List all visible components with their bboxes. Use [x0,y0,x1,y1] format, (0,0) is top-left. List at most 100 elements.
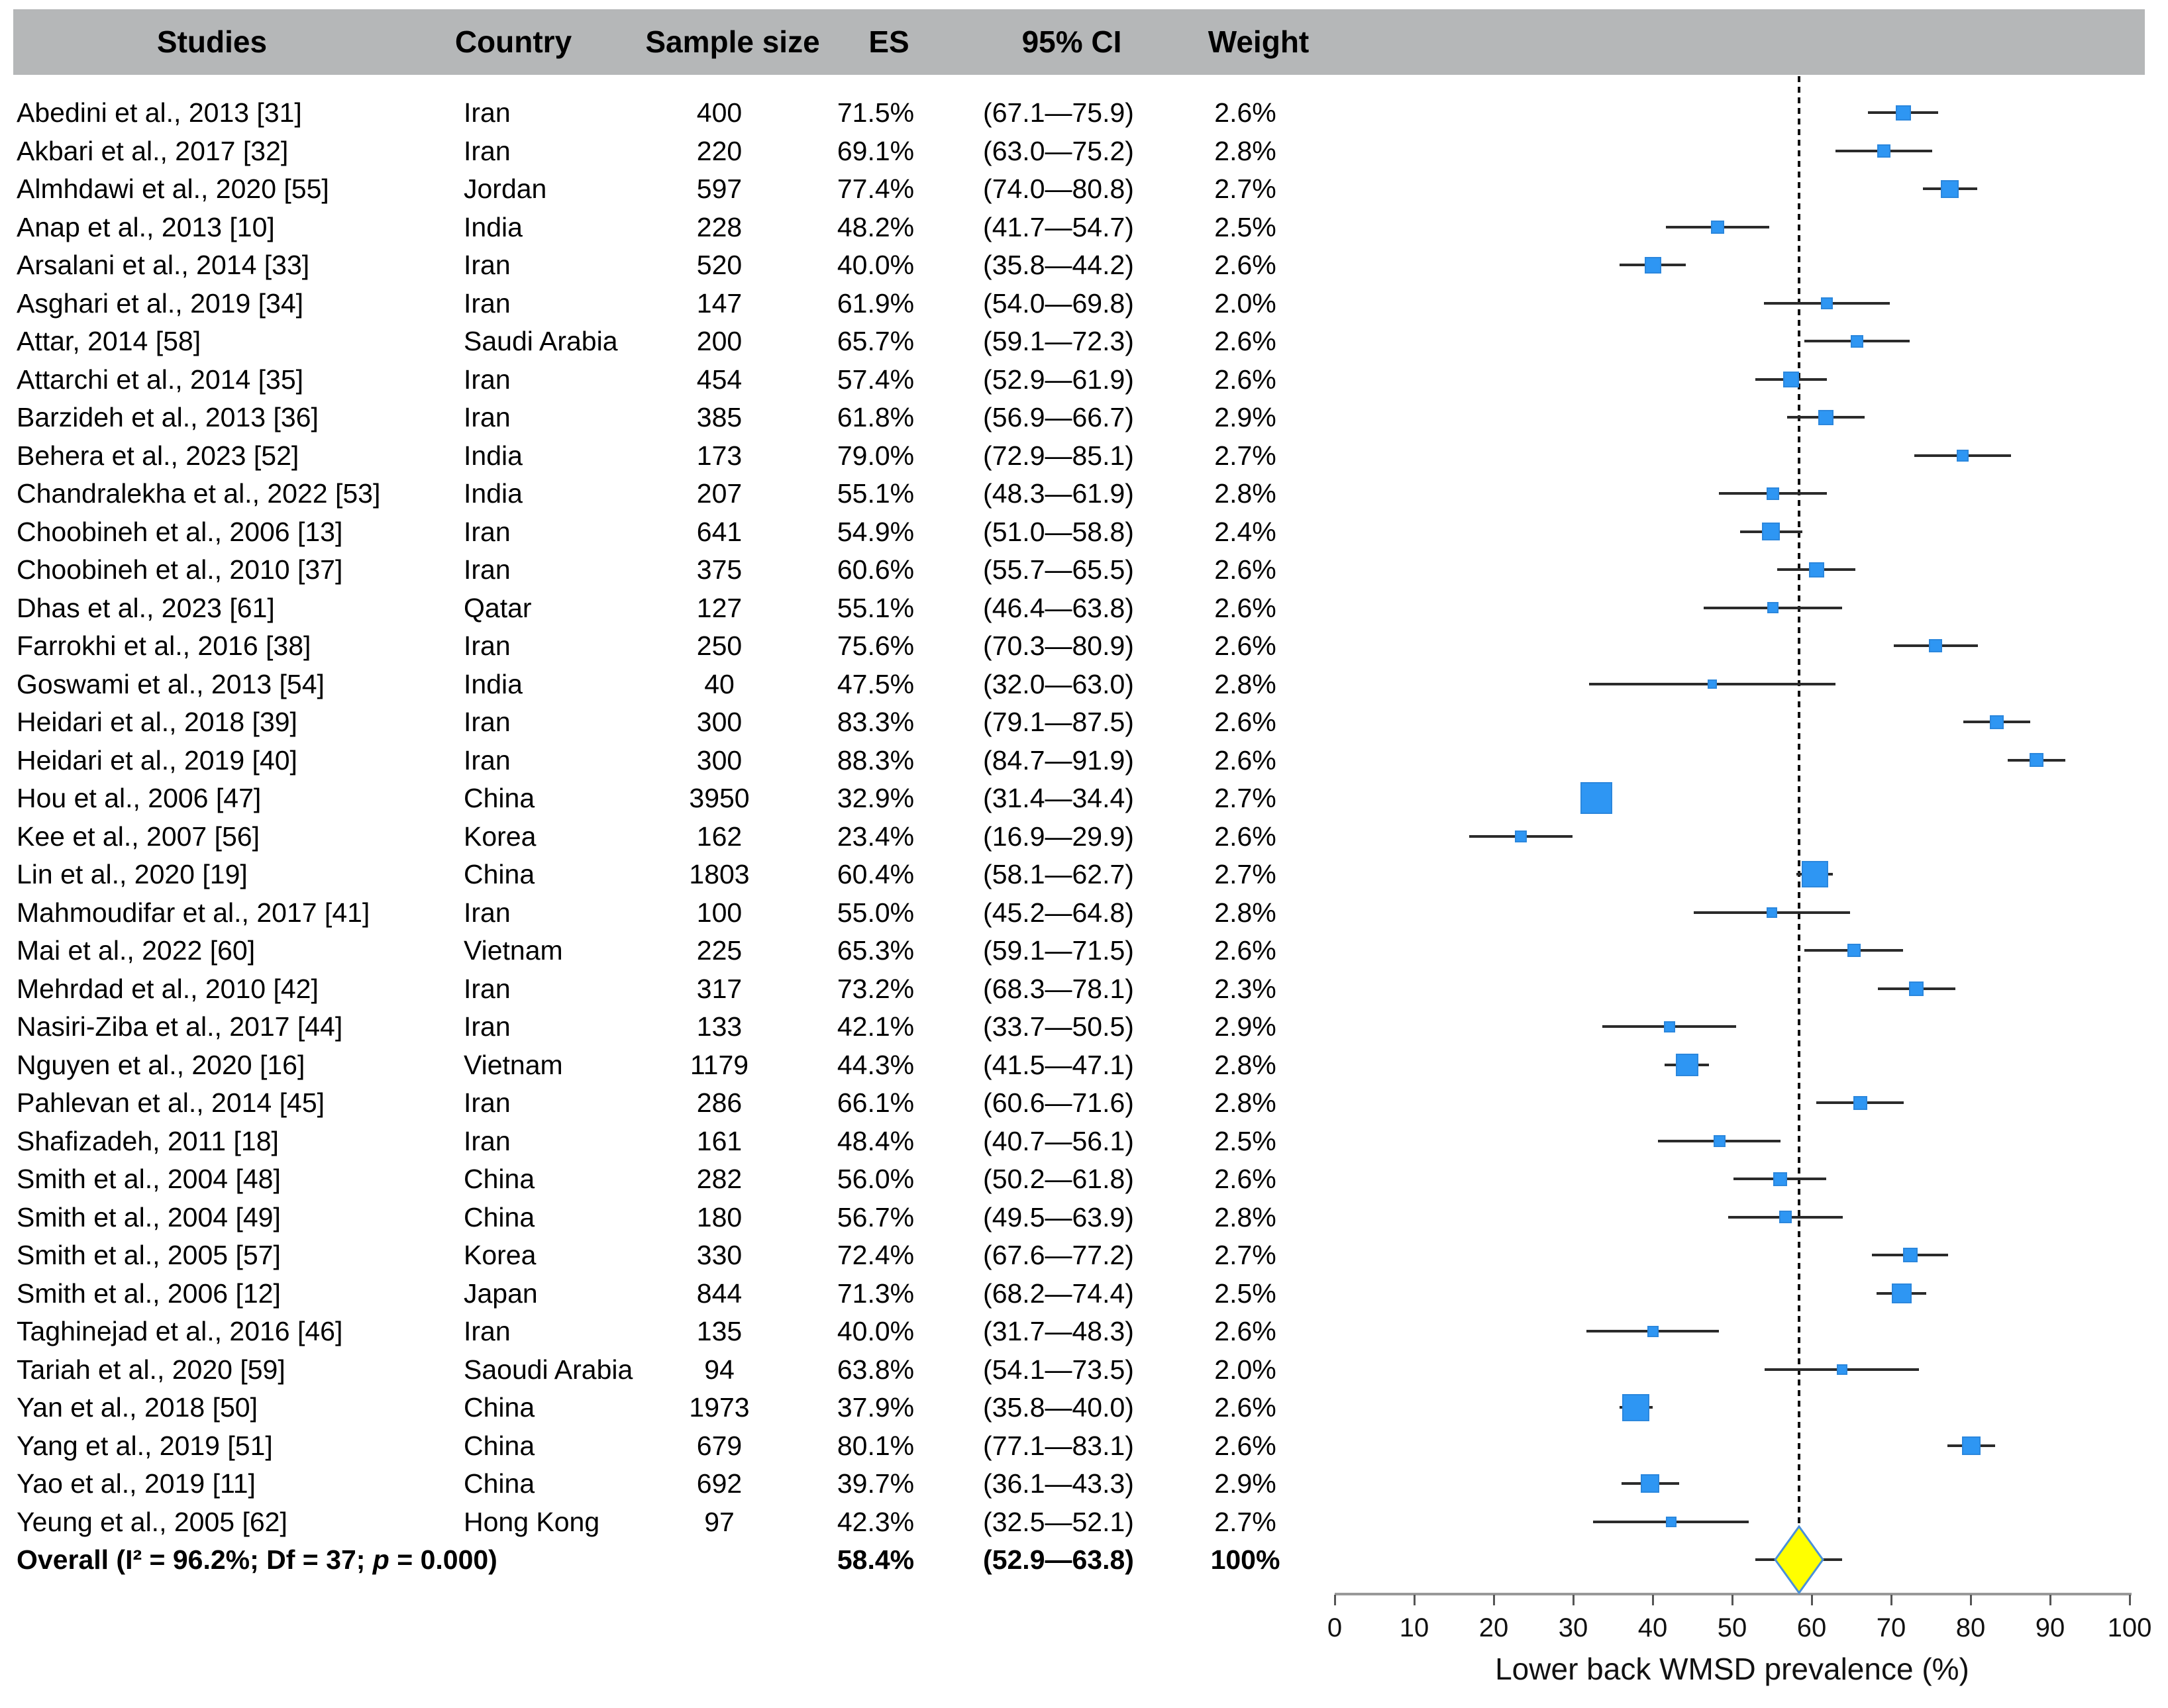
weight-cell: 2.7% [1214,1506,1276,1537]
es-cell: 44.3% [837,1049,915,1080]
col-header-ci: 95% CI [1021,25,1122,59]
study-name: Kee et al., 2007 [56] [17,821,260,852]
es-cell: 54.9% [837,516,915,547]
country-cell: Iran [464,707,511,737]
effect-marker [1644,256,1661,274]
country-cell: Iran [464,97,511,128]
weight-cell: 2.6% [1214,1430,1276,1461]
axis-tick-label: 10 [1399,1613,1429,1642]
axis-tick-label: 60 [1796,1613,1827,1642]
es-cell: 69.1% [837,135,915,166]
country-cell: China [464,1430,535,1461]
axis-tick-label: 50 [1717,1613,1747,1642]
col-header-weight: Weight [1208,25,1310,59]
study-name: Nguyen et al., 2020 [16] [17,1049,305,1080]
effect-marker [1711,220,1725,234]
study-name: Choobineh et al., 2006 [13] [17,516,343,547]
sample-size-cell: 300 [696,707,743,737]
sample-size-cell: 282 [696,1164,743,1194]
ci-cell: (16.9—29.9) [983,821,1134,852]
weight-cell: 2.6% [1214,554,1276,585]
ci-cell: (46.4—63.8) [983,592,1134,623]
col-header-country: Country [454,25,572,59]
effect-marker [1847,944,1861,957]
study-name: Abedini et al., 2013 [31] [17,97,302,128]
axis-tick-label: 80 [1955,1613,1986,1642]
country-cell: Iran [464,897,511,928]
sample-size-cell: 844 [696,1278,743,1309]
sample-size-cell: 330 [696,1240,743,1270]
overall-diamond [1773,1525,1824,1595]
axis-tick-label: 70 [1876,1613,1906,1642]
effect-marker [1713,1134,1726,1147]
ci-cell: (68.3—78.1) [983,973,1134,1004]
study-name: Mehrdad et al., 2010 [42] [17,973,319,1004]
effect-marker [1836,1364,1847,1375]
effect-marker [1779,1211,1792,1223]
weight-cell: 2.8% [1214,897,1276,928]
effect-marker [1891,1283,1912,1303]
ci-cell: (67.1—75.9) [983,97,1134,128]
effect-marker [1622,1393,1650,1421]
study-name: Almhdawi et al., 2020 [55] [17,174,329,204]
country-cell: Iran [464,973,511,1004]
weight-cell: 2.7% [1214,783,1276,813]
sample-size-cell: 385 [696,402,743,432]
effect-marker [1909,981,1924,996]
weight-cell: 2.9% [1214,402,1276,432]
study-name: Yeung et al., 2005 [62] [17,1506,287,1537]
ci-cell: (59.1—72.3) [983,326,1134,356]
ci-cell: (54.0—69.8) [983,287,1134,319]
sample-size-cell: 641 [696,516,743,547]
country-cell: Hong Kong [464,1506,600,1537]
ci-cell: (59.1—71.5) [983,935,1134,966]
ci-cell: (31.4—34.4) [983,783,1134,813]
country-cell: Iran [464,630,511,661]
weight-cell: 2.8% [1214,1201,1276,1232]
study-name: Yang et al., 2019 [51] [17,1430,273,1461]
sample-size-cell: 207 [696,478,743,509]
es-cell: 79.0% [837,440,915,471]
x-axis-title: Lower back WMSD prevalence (%) [1495,1652,1969,1686]
sample-size-cell: 250 [696,630,743,661]
country-cell: India [464,478,523,509]
weight-cell: 2.5% [1214,1125,1276,1156]
es-cell: 66.1% [837,1087,915,1118]
effect-marker [1675,1053,1698,1076]
study-name: Pahlevan et al., 2014 [45] [17,1087,325,1118]
country-cell: Iran [464,744,511,776]
weight-cell: 2.7% [1214,859,1276,889]
es-cell: 80.1% [837,1430,915,1461]
country-cell: Jordan [464,174,547,204]
x-axis-line [1335,1593,2132,1595]
axis-tick [1731,1595,1733,1605]
study-name: Heidari et al., 2019 [40] [17,744,297,776]
es-cell: 39.7% [837,1468,915,1499]
effect-marker [1850,334,1863,348]
es-cell: 60.4% [837,859,915,889]
effect-marker [1820,297,1833,309]
axis-tick [1573,1595,1574,1605]
axis-tick [2129,1595,2131,1605]
ci-cell: (50.2—61.8) [983,1164,1134,1194]
ci-cell: (48.3—61.9) [983,478,1134,509]
sample-size-cell: 135 [696,1316,743,1346]
weight-cell: 2.6% [1214,97,1276,128]
sample-size-cell: 286 [696,1087,743,1118]
es-cell: 32.9% [837,783,915,813]
overall-label-p: p [372,1544,389,1575]
ci-cell: (51.0—58.8) [983,516,1134,547]
ci-cell: (40.7—56.1) [983,1125,1134,1156]
ci-cell: (54.1—73.5) [983,1354,1134,1385]
study-name: Taghinejad et al., 2016 [46] [17,1316,343,1346]
country-cell: Iran [464,135,511,166]
weight-cell: 2.6% [1214,250,1276,280]
weight-cell: 2.6% [1214,707,1276,737]
ci-cell: (52.9—61.9) [983,364,1134,395]
study-name: Smith et al., 2004 [48] [17,1164,281,1194]
study-name: Mahmoudifar et al., 2017 [41] [17,897,370,928]
study-name: Goswami et al., 2013 [54] [17,668,325,699]
es-cell: 71.3% [837,1278,915,1309]
ci-cell: (70.3—80.9) [983,630,1134,661]
ci-cell: (41.5—47.1) [983,1049,1134,1080]
